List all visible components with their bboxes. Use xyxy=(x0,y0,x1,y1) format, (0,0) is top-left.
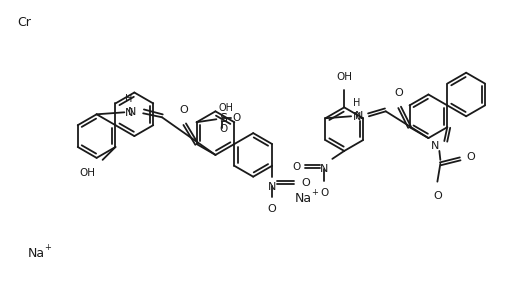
Text: Na: Na xyxy=(295,192,312,205)
Text: N: N xyxy=(125,108,134,118)
Text: O: O xyxy=(268,205,277,214)
Text: O: O xyxy=(394,88,403,98)
Text: N: N xyxy=(353,112,362,122)
Text: O: O xyxy=(232,113,240,123)
Text: OH: OH xyxy=(80,168,96,178)
Text: +: + xyxy=(44,243,51,252)
Text: O: O xyxy=(292,162,300,172)
Text: O: O xyxy=(320,188,328,198)
Text: O: O xyxy=(219,124,228,134)
Text: O: O xyxy=(433,191,442,200)
Text: O: O xyxy=(302,178,310,188)
Text: H: H xyxy=(353,98,360,108)
Text: N: N xyxy=(320,164,329,174)
Text: Na: Na xyxy=(27,247,44,260)
Text: S: S xyxy=(219,112,227,125)
Text: N: N xyxy=(431,141,440,151)
Text: N: N xyxy=(128,107,136,117)
Text: Cr: Cr xyxy=(17,16,31,29)
Text: H: H xyxy=(125,94,133,104)
Text: OH: OH xyxy=(218,103,233,113)
Text: +: + xyxy=(311,189,318,198)
Text: O: O xyxy=(179,105,188,115)
Text: N: N xyxy=(268,182,276,192)
Text: O: O xyxy=(466,152,475,162)
Text: N: N xyxy=(355,111,363,121)
Text: OH: OH xyxy=(336,72,352,81)
